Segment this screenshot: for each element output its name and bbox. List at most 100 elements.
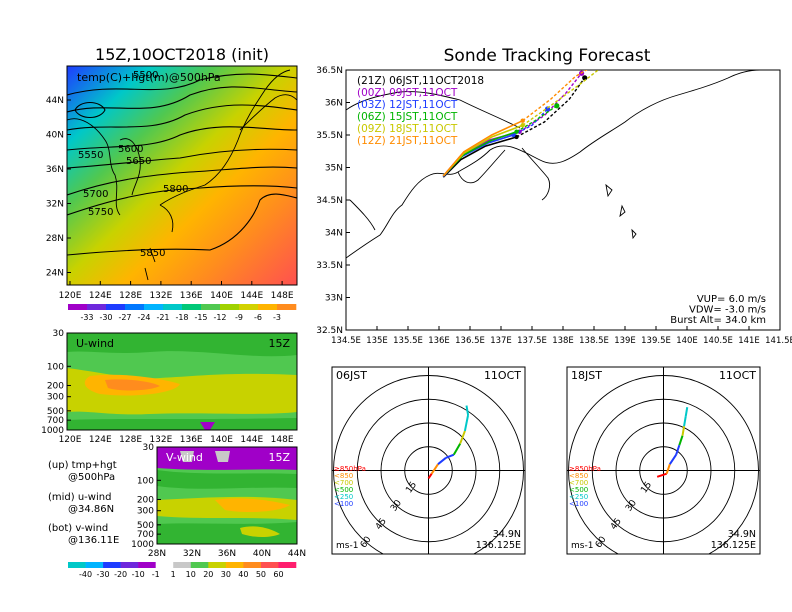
colorbar-swatch xyxy=(144,304,164,310)
track-legend-entry: (03Z) 12JST,11OCT xyxy=(357,99,458,111)
lat-tick-label: 24N xyxy=(46,269,64,279)
colorbar-label: -21 xyxy=(156,313,169,322)
track-panel: (21Z) 06JST,11OCT2018(00Z) 09JST,11OCT(0… xyxy=(316,66,792,346)
colorbar-label: -15 xyxy=(194,313,207,322)
lat-tick-label: 35N xyxy=(325,164,343,174)
hodograph-segment xyxy=(459,430,466,444)
lon-tick-label: 140E xyxy=(676,336,698,346)
lon-tick-label: 132E xyxy=(149,435,172,445)
colorbar-label: -1 xyxy=(152,570,160,579)
coastline xyxy=(67,118,121,216)
track-legend-entry: (06Z) 15JST,11OCT xyxy=(357,111,458,123)
lat-tick-label: 44N xyxy=(46,96,64,106)
lat-tick-label: 44N xyxy=(288,549,306,559)
pressure-tick-label: 500 xyxy=(47,407,64,417)
hodograph-legend-entry: <700 xyxy=(569,479,588,487)
lon-tick-label: 148E xyxy=(271,291,294,301)
colorbar-swatch xyxy=(258,304,278,310)
vwind-lat-ticks: 28N 32N 36N 40N 44N xyxy=(148,549,306,559)
lon-tick-label: 124E xyxy=(89,291,112,301)
lat-tick-label: 40N xyxy=(46,131,64,141)
hodograph-segment xyxy=(656,472,667,478)
height-contours xyxy=(67,73,297,256)
contour-label: 5500 xyxy=(133,70,158,81)
hodograph-legend-entry: <500 xyxy=(569,486,588,494)
colorbar-swatch xyxy=(190,562,209,568)
colorbar-swatch xyxy=(106,304,126,310)
hodograph-legend-entry: <850 xyxy=(334,472,353,480)
hodograph-segment xyxy=(675,444,681,455)
colorbar-swatch xyxy=(68,562,86,568)
pressure-tick-label: 300 xyxy=(47,393,64,403)
colorbar-swatch xyxy=(278,562,297,568)
lon-tick-label: 137E xyxy=(490,336,512,346)
colorbar-swatch xyxy=(173,562,192,568)
lon-tick-label: 135E xyxy=(366,336,388,346)
colorbar-swatch xyxy=(138,562,156,568)
colorbar-label: 20 xyxy=(203,570,213,579)
hodograph-segment xyxy=(684,407,689,417)
track-param: VDW= -3.0 m/s xyxy=(689,305,766,316)
colorbar-swatch xyxy=(182,304,202,310)
contour-label: 5550 xyxy=(78,150,103,161)
colorbar-swatch xyxy=(163,304,183,310)
colorbar-label: -12 xyxy=(213,313,226,322)
colorbar-label: -30 xyxy=(97,570,110,579)
height-contour-line xyxy=(67,185,297,216)
lon-tick-label: 140.5E xyxy=(703,336,733,346)
height-contour-line xyxy=(67,148,297,169)
pressure-tick-label: 1000 xyxy=(41,426,64,436)
colorbar-label: -40 xyxy=(79,570,92,579)
height-contour-line xyxy=(67,126,297,151)
height-contour-line xyxy=(67,104,297,131)
coastline xyxy=(144,247,156,281)
note-up-line2: @500hPa xyxy=(68,472,116,483)
lon-tick-label: 138E xyxy=(552,336,574,346)
note-mid: (mid) u-wind @34.86N xyxy=(48,492,114,516)
pressure-tick-label: 30 xyxy=(53,329,65,339)
colorbar-swatch xyxy=(120,562,139,568)
colorbar-label: -27 xyxy=(118,313,131,322)
lon-tick-label: 140E xyxy=(210,291,233,301)
hodograph-segment xyxy=(463,414,470,432)
colorbar-swatch xyxy=(225,562,244,568)
track-line-descent xyxy=(513,108,549,136)
pressure-tick-label: 700 xyxy=(137,530,154,540)
hodograph-lat: 34.9N xyxy=(493,529,521,540)
track-lat-ticks: 36.5N 36N 35.5N 35N 34.5N 34N 33.5N 33N 32.5N xyxy=(316,66,350,336)
track-coastline xyxy=(346,70,761,259)
hodograph-segment xyxy=(665,463,671,474)
colorbar-label: -24 xyxy=(137,313,150,322)
lat-tick-label: 34.5N xyxy=(316,196,343,206)
landing-point xyxy=(582,75,588,81)
lon-tick-label: 134.5E xyxy=(331,336,361,346)
contour-label: 5850 xyxy=(140,248,165,259)
hodograph-legend-entry: <500 xyxy=(334,486,353,494)
burst-point xyxy=(520,118,525,123)
colorbar-label: -10 xyxy=(132,570,145,579)
lat-tick-label: 34N xyxy=(325,229,343,239)
colorbar-label: -33 xyxy=(80,313,93,322)
pressure-tick-label: 1000 xyxy=(131,540,154,550)
lat-tick-label: 40N xyxy=(253,549,271,559)
map500-lon-ticks: 120E 124E 128E 132E 136E 140E 144E 148E xyxy=(59,281,294,301)
lon-tick-label: 141.5E xyxy=(765,336,792,346)
lat-tick-label: 33.5N xyxy=(316,261,343,271)
hodograph-segment xyxy=(427,473,433,479)
hodograph-segment xyxy=(681,426,686,436)
hodograph-date: 11OCT xyxy=(484,369,521,382)
colorbar-label: 60 xyxy=(273,570,283,579)
colorbar-swatch xyxy=(201,304,221,310)
colorbar-swatch xyxy=(125,304,145,310)
colorbar-swatch xyxy=(85,562,104,568)
map500-overlays xyxy=(67,69,297,281)
note-up-line1: (up) tmp+hgt xyxy=(48,460,117,471)
uwind-time: 15Z xyxy=(268,337,290,350)
note-bot: (bot) v-wind @136.11E xyxy=(48,523,119,547)
hodograph-time: 18JST xyxy=(571,369,602,382)
landing-point xyxy=(554,103,560,109)
colorbar-swatch xyxy=(103,562,121,568)
